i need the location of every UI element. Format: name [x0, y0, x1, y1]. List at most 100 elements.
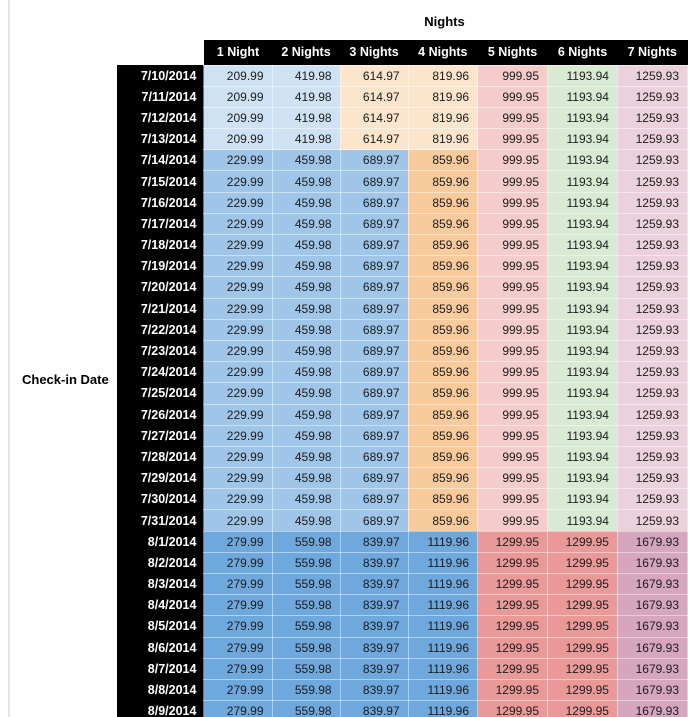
price-cell: 459.98 — [271, 191, 341, 214]
checkin-date-cell: 7/11/2014 — [117, 86, 204, 108]
price-cell: 459.98 — [271, 149, 341, 172]
price-cell: 1259.93 — [616, 467, 688, 490]
price-cell: 459.98 — [271, 382, 341, 405]
price-cell: 209.99 — [203, 64, 273, 87]
price-cell: 1259.93 — [616, 170, 688, 193]
price-cell: 1193.94 — [547, 191, 618, 214]
table-body: 7/10/2014 209.99 419.98 614.97 819.96 999.95 1… — [117, 64, 688, 717]
price-cell: 999.95 — [477, 467, 549, 490]
price-cell: 689.97 — [339, 445, 409, 469]
price-cell: 279.99 — [203, 572, 273, 596]
checkin-date-cell: 7/29/2014 — [117, 467, 204, 489]
price-cell: 614.97 — [339, 85, 409, 108]
corner-cell — [117, 40, 204, 65]
price-cell: 999.95 — [477, 170, 549, 193]
checkin-date-cell: 7/18/2014 — [117, 234, 204, 256]
price-cell: 839.97 — [339, 678, 409, 702]
price-cell: 999.95 — [477, 445, 549, 469]
table-row: 7/28/2014 229.99 459.98 689.97 859.96 999.95 1… — [117, 445, 688, 469]
price-cell: 419.98 — [271, 106, 341, 130]
price-cell: 999.95 — [477, 339, 549, 363]
checkin-axis-label: Check-in Date — [22, 372, 109, 387]
price-cell: 229.99 — [203, 403, 273, 426]
price-cell: 1193.94 — [547, 339, 618, 363]
price-cell: 1299.95 — [477, 594, 549, 617]
price-cell: 1259.93 — [616, 85, 688, 108]
price-cell: 839.97 — [339, 551, 409, 575]
price-cell: 999.95 — [477, 64, 549, 87]
column-header: 2 Nights — [272, 40, 341, 65]
checkin-date-cell: 7/22/2014 — [117, 319, 204, 341]
table-row: 7/13/2014 209.99 419.98 614.97 819.96 999.95 1… — [117, 128, 688, 151]
price-cell: 1193.94 — [547, 64, 618, 87]
checkin-date-cell: 7/12/2014 — [117, 107, 204, 129]
checkin-date-cell: 7/25/2014 — [117, 382, 204, 404]
table-row: 7/15/2014 229.99 459.98 689.97 859.96 999.95 1… — [117, 170, 688, 193]
price-cell: 459.98 — [271, 170, 341, 193]
table-row: 7/22/2014 229.99 459.98 689.97 859.96 999.95 1… — [117, 318, 688, 341]
price-cell: 559.98 — [271, 678, 341, 702]
price-cell: 1193.94 — [547, 445, 618, 469]
price-cell: 229.99 — [203, 170, 273, 193]
checkin-date-cell: 8/9/2014 — [117, 700, 204, 717]
price-cell: 614.97 — [339, 106, 409, 130]
checkin-date-cell: 7/14/2014 — [117, 149, 204, 171]
price-cell: 689.97 — [339, 488, 409, 511]
column-header: 3 Nights — [340, 40, 409, 65]
price-cell: 459.98 — [271, 233, 341, 257]
table-row: 7/25/2014 229.99 459.98 689.97 859.96 999.95 1… — [117, 382, 688, 405]
price-cell: 459.98 — [271, 467, 341, 490]
price-cell: 229.99 — [203, 339, 273, 363]
table-row: 7/31/2014 229.99 459.98 689.97 859.96 999.95 1… — [117, 509, 688, 532]
price-cell: 559.98 — [271, 700, 341, 717]
price-cell: 859.96 — [407, 170, 479, 193]
price-cell: 459.98 — [271, 403, 341, 426]
price-cell: 859.96 — [407, 382, 479, 405]
price-cell: 1299.95 — [477, 530, 549, 553]
price-cell: 1259.93 — [616, 212, 688, 236]
column-header: 7 Nights — [617, 40, 688, 65]
table-row: 7/11/2014 209.99 419.98 614.97 819.96 999.95 1… — [117, 85, 688, 108]
price-cell: 209.99 — [203, 128, 273, 151]
price-cell: 1259.93 — [616, 361, 688, 384]
price-cell: 999.95 — [477, 382, 549, 405]
price-cell: 689.97 — [339, 382, 409, 405]
checkin-date-cell: 7/28/2014 — [117, 446, 204, 468]
price-cell: 614.97 — [339, 64, 409, 87]
price-cell: 839.97 — [339, 657, 409, 680]
price-cell: 689.97 — [339, 424, 409, 447]
price-cell: 859.96 — [407, 488, 479, 511]
price-cell: 999.95 — [477, 191, 549, 214]
price-cell: 689.97 — [339, 212, 409, 236]
table-row: 8/1/2014 279.99 559.98 839.97 1119.96 1299.95… — [117, 530, 688, 553]
checkin-date-cell: 8/4/2014 — [117, 594, 204, 616]
price-cell: 559.98 — [271, 636, 341, 659]
checkin-date-cell: 8/3/2014 — [117, 573, 204, 595]
price-cell: 999.95 — [477, 403, 549, 426]
price-cell: 229.99 — [203, 191, 273, 214]
price-cell: 1299.95 — [477, 678, 549, 702]
checkin-date-cell: 8/2/2014 — [117, 552, 204, 574]
table-row: 7/30/2014 229.99 459.98 689.97 859.96 999.95 1… — [117, 488, 688, 511]
price-cell: 1193.94 — [547, 424, 618, 447]
price-cell: 1299.95 — [547, 572, 618, 596]
price-cell: 1259.93 — [616, 128, 688, 151]
checkin-date-cell: 7/26/2014 — [117, 404, 204, 426]
price-cell: 859.96 — [407, 361, 479, 384]
checkin-date-cell: 7/27/2014 — [117, 425, 204, 447]
checkin-date-cell: 8/1/2014 — [117, 531, 204, 553]
price-cell: 559.98 — [271, 615, 341, 638]
price-cell: 1259.93 — [616, 149, 688, 172]
price-cell: 1259.93 — [616, 318, 688, 341]
price-cell: 839.97 — [339, 594, 409, 617]
price-cell: 1259.93 — [616, 382, 688, 405]
price-cell: 1193.94 — [547, 149, 618, 172]
price-cell: 229.99 — [203, 445, 273, 469]
checkin-date-cell: 7/17/2014 — [117, 213, 204, 235]
price-cell: 459.98 — [271, 276, 341, 299]
price-cell: 1679.93 — [616, 700, 688, 717]
price-cell: 229.99 — [203, 467, 273, 490]
price-cell: 1119.96 — [407, 615, 479, 638]
price-cell: 459.98 — [271, 424, 341, 447]
table-row: 7/18/2014 229.99 459.98 689.97 859.96 999.95 1… — [117, 233, 688, 257]
